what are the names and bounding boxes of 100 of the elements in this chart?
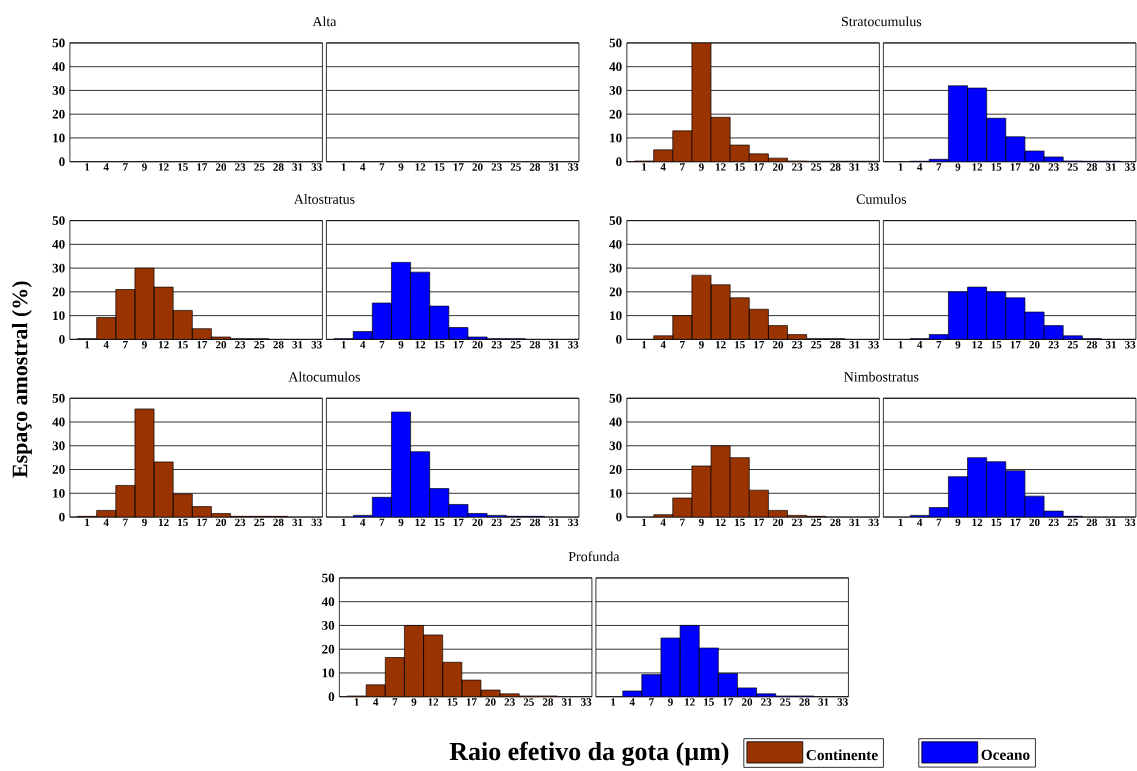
x-tick-label: 33 [311, 163, 322, 171]
x-tick-label: 23 [235, 341, 246, 349]
x-tick-label: 4 [373, 698, 379, 706]
x-tick-label: 20 [215, 518, 227, 527]
x-tick-label: 7 [392, 698, 398, 706]
x-tick-label: 15 [434, 518, 445, 527]
x-tick-label: 1 [642, 518, 647, 527]
x-tick-label: 9 [411, 698, 417, 706]
y-tick-label: 10 [610, 311, 622, 321]
y-tick-label: 40 [609, 62, 622, 72]
x-tick-label: 9 [955, 341, 961, 349]
x-tick-label: 7 [123, 341, 128, 349]
y-tick-label: 40 [609, 417, 622, 427]
y-tick-label: 20 [52, 110, 65, 119]
x-tick-label: 1 [85, 163, 90, 171]
x-tick-label: 33 [868, 341, 879, 349]
x-tick-label: 23 [761, 698, 772, 706]
chart-title: Profunda [568, 551, 620, 562]
x-tick-label: 9 [698, 518, 704, 527]
x-tick-label: 7 [379, 163, 385, 171]
y-tick-label: 20 [609, 110, 622, 119]
x-tick-label: 12 [715, 341, 726, 349]
x-tick-label: 7 [379, 518, 385, 527]
x-tick-label: 4 [917, 163, 923, 171]
x-tick-label: 12 [415, 518, 426, 527]
x-tick-label: 23 [792, 341, 803, 349]
y-tick-label: 10 [610, 133, 622, 143]
chart-title: Stratocumulus [841, 16, 922, 27]
x-tick-label: 17 [453, 163, 464, 171]
x-tick-label: 15 [447, 698, 458, 706]
x-tick-label: 33 [311, 518, 322, 527]
x-tick-label: 17 [1010, 163, 1021, 171]
x-tick-label: 31 [548, 518, 560, 527]
x-tick-label: 7 [123, 518, 128, 527]
x-tick-label: 25 [523, 698, 534, 706]
x-tick-label: 9 [955, 163, 961, 171]
x-tick-label: 7 [936, 163, 942, 171]
x-tick-label: 20 [1029, 518, 1040, 527]
x-tick-label: 28 [1086, 518, 1098, 527]
x-tick-label: 23 [235, 518, 246, 527]
x-tick-label: 25 [510, 163, 521, 171]
x-tick-label: 4 [360, 518, 366, 527]
y-tick-label: 0 [616, 157, 622, 167]
x-tick-label: 31 [548, 163, 560, 171]
x-tick-label: 31 [292, 341, 303, 349]
x-tick-label: 12 [715, 163, 726, 171]
x-tick-label: 33 [568, 518, 579, 527]
x-tick-label: 25 [811, 341, 822, 349]
x-tick-label: 7 [123, 163, 128, 171]
x-tick-label: 28 [1086, 163, 1098, 171]
x-tick-label: 7 [680, 518, 685, 527]
x-tick-label: 31 [1105, 518, 1116, 527]
x-tick-label: 15 [735, 341, 745, 349]
x-tick-label: 28 [830, 163, 841, 171]
x-tick-label: 28 [273, 163, 284, 171]
x-tick-label: 12 [972, 341, 983, 349]
x-tick-label: 4 [660, 518, 666, 527]
x-tick-label: 12 [428, 698, 439, 706]
x-tick-label: 31 [561, 698, 572, 706]
x-tick-label: 9 [955, 518, 961, 527]
x-tick-label: 20 [772, 341, 784, 349]
x-tick-label: 9 [398, 518, 404, 527]
y-tick-label: 30 [609, 263, 622, 273]
x-axis-title: Raio efetivo da gota (µm) [449, 741, 729, 766]
y-tick-label: 30 [322, 621, 335, 631]
x-tick-label: 33 [868, 518, 879, 527]
y-tick-label: 20 [322, 645, 335, 654]
x-tick-label: 12 [158, 163, 169, 171]
x-tick-label: 23 [491, 163, 502, 171]
y-tick-label: 40 [609, 240, 622, 249]
x-tick-label: 17 [754, 341, 765, 349]
x-tick-label: 1 [898, 518, 903, 527]
x-tick-label: 4 [103, 341, 109, 349]
y-tick-label: 50 [322, 573, 335, 583]
x-tick-label: 28 [273, 518, 284, 527]
x-tick-label: 28 [1086, 341, 1098, 349]
x-tick-label: 33 [837, 698, 848, 706]
x-tick-label: 20 [215, 163, 227, 171]
x-tick-label: 7 [379, 341, 385, 349]
x-tick-label: 20 [741, 698, 753, 706]
y-tick-label: 0 [328, 692, 335, 702]
x-tick-label: 20 [472, 163, 483, 171]
x-tick-label: 28 [529, 163, 541, 171]
x-tick-label: 23 [491, 341, 502, 349]
x-tick-label: 20 [472, 341, 483, 349]
chart-title: Alta [312, 16, 337, 27]
x-tick-label: 23 [792, 163, 803, 171]
y-tick-label: 50 [609, 394, 622, 403]
y-tick-label: 50 [52, 38, 65, 48]
x-tick-label: 17 [453, 341, 464, 349]
y-tick-label: 10 [53, 311, 65, 321]
x-tick-label: 20 [1029, 163, 1040, 171]
chart-title: Nimbostratus [844, 371, 919, 382]
x-tick-label: 25 [510, 341, 521, 349]
legend-label: Oceano [981, 749, 1030, 761]
x-tick-label: 23 [1048, 518, 1059, 527]
x-tick-label: 15 [434, 341, 445, 349]
x-tick-label: 17 [1010, 518, 1021, 527]
x-tick-label: 25 [1067, 163, 1078, 171]
x-tick-label: 7 [680, 341, 685, 349]
